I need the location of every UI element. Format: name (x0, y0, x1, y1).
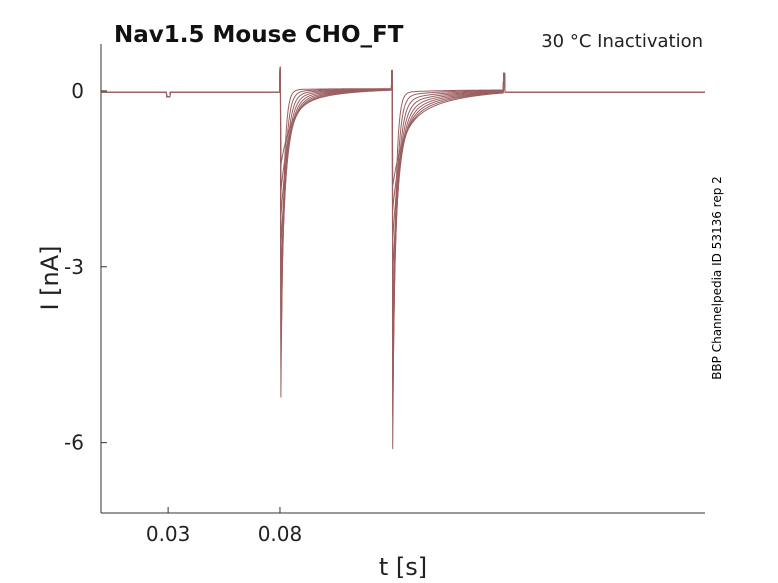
current-trace (100, 66, 706, 343)
axes (100, 44, 705, 514)
y-tick-label: -3 (64, 255, 84, 279)
chart-title: Nav1.5 Mouse CHO_FT (114, 22, 404, 48)
x-axis-label: t [s] (379, 553, 427, 581)
y-axis-label: I [nA] (36, 245, 64, 310)
x-tick-label: 0.03 (146, 522, 191, 546)
ticks: 0 -3 -6 0.03 0.08 (64, 79, 302, 546)
side-label: BBP Channelpedia ID 53136 rep 2 (710, 176, 724, 380)
current-trace (100, 66, 706, 240)
current-trace (100, 66, 706, 309)
traces (100, 66, 706, 450)
current-trace (100, 66, 706, 417)
current-trace (100, 66, 706, 187)
x-tick-label: 0.08 (258, 522, 303, 546)
y-tick-label: 0 (71, 79, 84, 103)
y-tick-label: -6 (64, 431, 84, 455)
chart-subtitle: 30 °C Inactivation (541, 31, 703, 52)
